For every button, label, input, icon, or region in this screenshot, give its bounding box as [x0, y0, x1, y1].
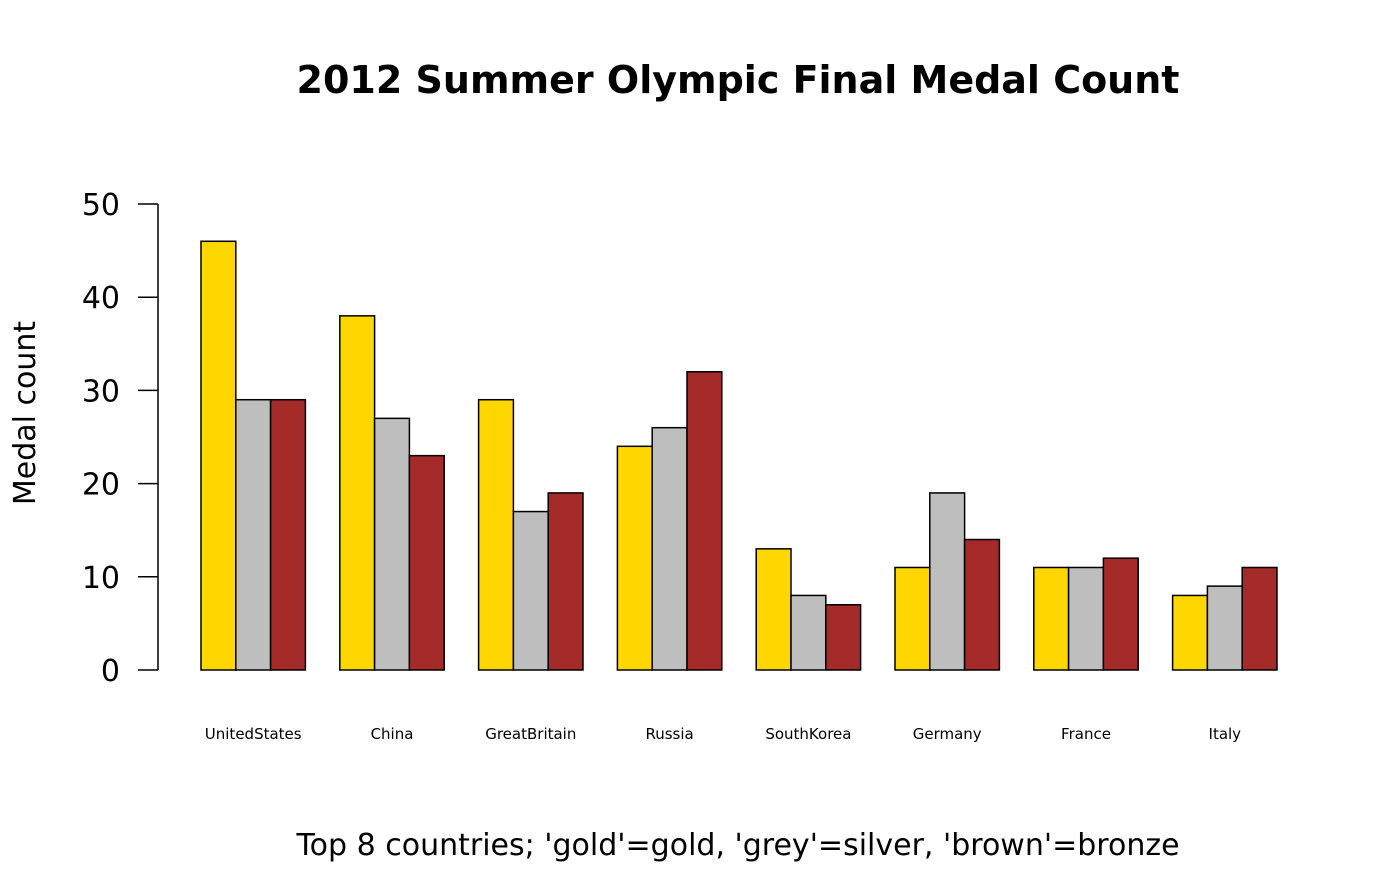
bar-Russia-0	[616, 445, 653, 671]
y-axis: 0 10 20 30 40 50	[82, 188, 159, 689]
bar-France-0	[1033, 566, 1070, 671]
bar-UnitedStates-0	[200, 240, 237, 671]
category-label: Germany	[913, 725, 982, 743]
bar-China-2	[408, 454, 445, 671]
bar-GreatBritain-2	[547, 492, 584, 671]
bar-UnitedStates-2	[269, 398, 307, 671]
bar-France-2	[1102, 557, 1139, 671]
bar-SouthKorea-0	[755, 548, 792, 671]
y-tick-label: 10	[82, 561, 120, 596]
y-tick-label: 20	[82, 468, 120, 503]
bar-GreatBritain-1	[512, 510, 549, 671]
bar-Russia-1	[651, 426, 688, 671]
bar-China-0	[339, 315, 376, 671]
category-label: Russia	[645, 725, 693, 743]
bar-Italy-2	[1241, 566, 1278, 671]
category-label: SouthKorea	[765, 725, 851, 743]
category-label: France	[1061, 725, 1111, 743]
category-label: UnitedStates	[205, 725, 302, 743]
bar-Germany-2	[963, 538, 1001, 671]
bar-China-1	[373, 417, 411, 671]
bar-UnitedStates-1	[235, 398, 272, 671]
category-label: China	[371, 725, 414, 743]
bar-Germany-0	[894, 566, 931, 671]
bar-Italy-0	[1171, 594, 1209, 671]
chart-title: 2012 Summer Olympic Final Medal Count	[297, 58, 1180, 102]
bar-SouthKorea-1	[790, 594, 827, 671]
bar-group	[200, 240, 1278, 671]
y-tick-label: 40	[82, 281, 120, 316]
y-tick-label: 50	[82, 188, 120, 223]
y-tick-label: 30	[82, 374, 120, 409]
bar-GreatBritain-0	[477, 398, 515, 671]
category-label: GreatBritain	[485, 725, 576, 743]
y-axis-label: Medal count	[8, 321, 43, 506]
bar-Germany-1	[929, 492, 966, 671]
category-labels: UnitedStates China GreatBritain Russia South…	[205, 725, 1241, 743]
bar-Italy-1	[1206, 585, 1243, 671]
x-axis-label: Top 8 countries; 'gold'=gold, 'grey'=sil…	[295, 828, 1179, 863]
bar-SouthKorea-2	[825, 604, 862, 671]
y-tick-label: 0	[101, 654, 120, 689]
bar-Russia-2	[686, 371, 723, 671]
category-label: Italy	[1209, 725, 1242, 743]
bar-France-1	[1067, 566, 1105, 671]
